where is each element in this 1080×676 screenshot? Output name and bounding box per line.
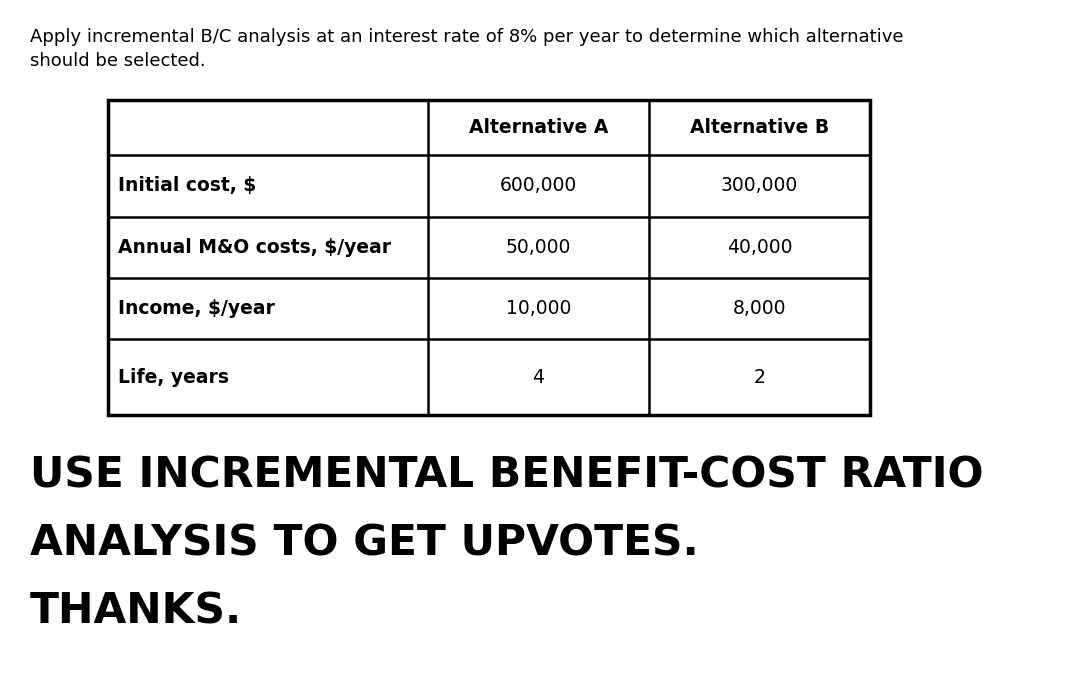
- Text: THANKS.: THANKS.: [30, 591, 242, 633]
- Text: Income, $/year: Income, $/year: [118, 299, 275, 318]
- Text: 50,000: 50,000: [505, 238, 571, 257]
- Text: Annual M&O costs, $/year: Annual M&O costs, $/year: [118, 238, 391, 257]
- Text: Alternative B: Alternative B: [690, 118, 829, 137]
- Text: 300,000: 300,000: [720, 176, 798, 195]
- Text: Life, years: Life, years: [118, 368, 229, 387]
- Bar: [108, 100, 870, 415]
- Text: 2: 2: [754, 368, 766, 387]
- Text: Initial cost, $: Initial cost, $: [118, 176, 256, 195]
- Text: should be selected.: should be selected.: [30, 52, 205, 70]
- Text: 40,000: 40,000: [727, 238, 793, 257]
- Text: Alternative A: Alternative A: [469, 118, 608, 137]
- Text: ANALYSIS TO GET UPVOTES.: ANALYSIS TO GET UPVOTES.: [30, 523, 699, 565]
- Text: 8,000: 8,000: [732, 299, 786, 318]
- Text: 600,000: 600,000: [500, 176, 577, 195]
- Text: USE INCREMENTAL BENEFIT-COST RATIO: USE INCREMENTAL BENEFIT-COST RATIO: [30, 455, 984, 497]
- Text: Apply incremental B/C analysis at an interest rate of 8% per year to determine w: Apply incremental B/C analysis at an int…: [30, 28, 904, 46]
- Text: 10,000: 10,000: [505, 299, 571, 318]
- Text: 4: 4: [532, 368, 544, 387]
